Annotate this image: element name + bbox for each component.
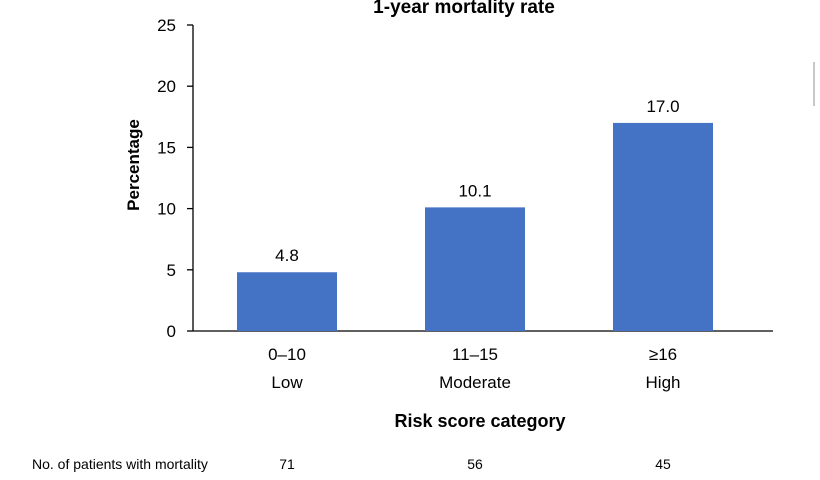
data-label-2: 17.0 [646, 97, 679, 116]
y-tick-label: 20 [157, 77, 176, 96]
edge-divider [813, 62, 815, 106]
table-row-label: No. of patients with mortality [32, 456, 208, 472]
table-cell: 71 [279, 456, 295, 472]
patient-table: No. of patients with mortality 71 56 45 [32, 456, 671, 472]
y-tick-label: 10 [157, 200, 176, 219]
category-level-label: High [646, 373, 681, 392]
data-label-0: 4.8 [275, 246, 299, 265]
table-cell: 45 [655, 456, 671, 472]
bars: 4.8 10.1 17.0 [237, 97, 713, 331]
y-axis-label: Percentage [124, 119, 143, 211]
y-tick-label: 5 [167, 261, 176, 280]
y-ticks: 0 5 10 15 20 25 [157, 16, 193, 341]
x-axis-label: Risk score category [394, 411, 565, 431]
category-range-label: ≥16 [649, 345, 677, 364]
category-range-label: 11–15 [452, 345, 498, 364]
category-level-label: Low [271, 373, 303, 392]
bar-0 [237, 272, 337, 331]
bar-1 [425, 207, 525, 331]
data-label-1: 10.1 [458, 181, 491, 200]
y-tick-label: 15 [157, 138, 176, 157]
table-cell: 56 [467, 456, 483, 472]
chart-title: 1-year mortality rate [373, 0, 555, 18]
category-range-label: 0–10 [268, 345, 306, 364]
bar-2 [613, 122, 713, 331]
category-level-label: Moderate [439, 373, 511, 392]
category-labels: 0–10 Low 11–15 Moderate ≥16 High [268, 345, 680, 392]
y-tick-label: 0 [167, 322, 176, 341]
y-tick-label: 25 [157, 16, 176, 35]
